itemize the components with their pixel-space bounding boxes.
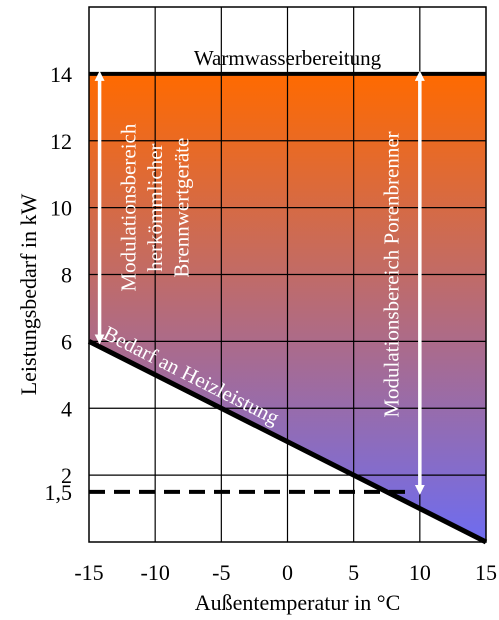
warmwasser-label: Warmwasserbereitung: [194, 46, 382, 70]
y-tick-labels: 1,52 4 6 8 10 12 14: [45, 62, 73, 505]
mod1-label-line2: herkömmlicher: [143, 143, 167, 271]
y-tick-label: 2: [61, 463, 72, 488]
mod1-label-line1: Modulationsbereich: [116, 123, 140, 291]
y-tick-label: 12: [50, 129, 72, 154]
y-tick-label: 10: [50, 196, 72, 221]
series-line: [87, 339, 488, 545]
mod1-label: Modulationsbereich herkömmlicher Brennwe…: [116, 123, 193, 291]
x-tick-label: -10: [141, 560, 170, 585]
x-tick-label: -15: [74, 560, 103, 585]
plot-frame: [88, 6, 487, 543]
x-tick-label: 10: [409, 560, 431, 585]
y-tick-label: 8: [61, 263, 72, 288]
x-tick-label: -5: [212, 560, 230, 585]
range-arrows: [94, 70, 425, 495]
x-tick-label: 0: [282, 560, 293, 585]
mod2-label: Modulationsbereich Porenbrenner: [380, 131, 404, 417]
mod1-label-line3: Brennwertgeräte: [169, 138, 193, 278]
x-tick-label: 15: [475, 560, 497, 585]
y-axis-label: Leistungsbedarf in kW: [16, 193, 41, 395]
y-tick-label: 4: [61, 396, 72, 421]
y-tick-label: 1,5: [45, 480, 73, 505]
x-tick-labels: -15 -10 -5 0 5 10 15: [74, 560, 497, 585]
y-tick-label: 14: [50, 62, 72, 87]
x-axis-label: Außentemperatur in °C: [195, 590, 401, 615]
x-tick-label: 5: [348, 560, 359, 585]
y-tick-label: 6: [61, 329, 72, 354]
